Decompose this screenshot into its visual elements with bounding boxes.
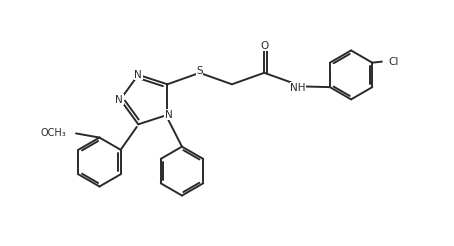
Text: OCH₃: OCH₃ — [41, 128, 67, 138]
Text: N: N — [164, 110, 173, 120]
Text: N: N — [134, 70, 142, 80]
Text: O: O — [260, 41, 268, 51]
Text: S: S — [196, 66, 203, 76]
Text: NH: NH — [290, 83, 306, 93]
Text: N: N — [115, 94, 123, 105]
Text: Cl: Cl — [388, 57, 398, 67]
